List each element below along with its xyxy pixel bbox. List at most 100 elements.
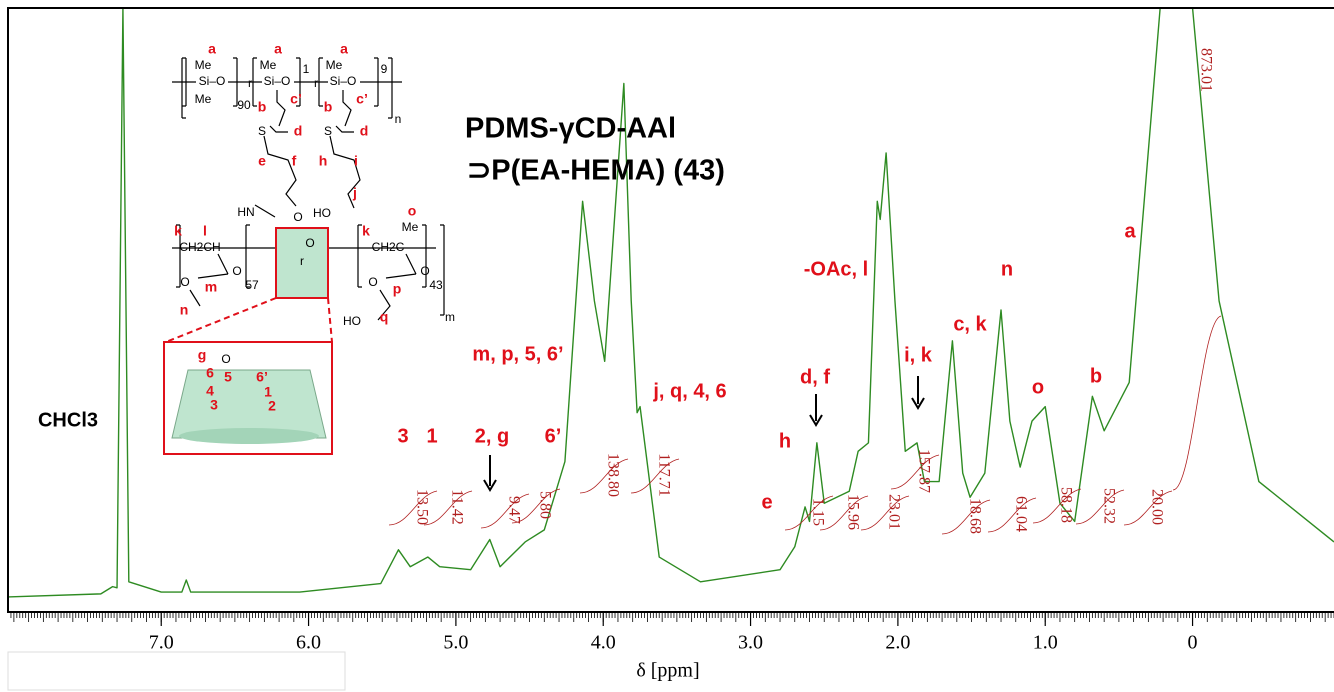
structure-label: S bbox=[324, 124, 332, 138]
x-tick-label: 6.0 bbox=[296, 632, 321, 654]
structure-label: d bbox=[294, 123, 303, 139]
integral-label: 11.42 bbox=[448, 489, 465, 524]
structure-label: O bbox=[221, 352, 230, 366]
structure-label: O bbox=[232, 264, 241, 278]
integral-curve bbox=[511, 488, 561, 524]
structure-skeleton bbox=[172, 57, 445, 321]
structure-label: 6 bbox=[206, 365, 214, 381]
integral-label: 15.96 bbox=[844, 494, 861, 530]
peak-label: -OAc, l bbox=[804, 258, 868, 280]
structure-label: Me bbox=[195, 92, 212, 106]
structure-label: 57 bbox=[245, 278, 259, 292]
structure-label: O bbox=[368, 275, 377, 289]
integral-curve bbox=[819, 495, 869, 531]
integral-curve bbox=[388, 490, 438, 526]
integral-curve bbox=[1032, 488, 1082, 524]
peak-label: 3 bbox=[397, 425, 408, 447]
title: PDMS-γCD-AAl bbox=[465, 113, 676, 145]
integral-label: 13.50 bbox=[413, 489, 430, 525]
structure-label: g bbox=[198, 347, 207, 363]
structure-label: S bbox=[258, 124, 266, 138]
structure-label: r bbox=[248, 76, 252, 90]
structure-label: CH2C bbox=[372, 240, 405, 254]
structure-label: e bbox=[258, 153, 266, 169]
structure-label: 6’ bbox=[256, 369, 268, 385]
structure-label: p bbox=[393, 281, 402, 297]
structure-label: Si–O bbox=[330, 74, 357, 88]
peak-label: m, p, 5, 6’ bbox=[472, 343, 563, 365]
peak-label: 6’ bbox=[545, 425, 562, 447]
x-tick-label: 7.0 bbox=[149, 632, 174, 654]
x-tick-label: 5.0 bbox=[443, 632, 468, 654]
structure-label: 43 bbox=[429, 278, 443, 292]
subtitle: ⊃P(EA-HEMA) (43) bbox=[467, 155, 725, 187]
integral-label: 157.87 bbox=[915, 449, 932, 493]
integral-label: 20.00 bbox=[1148, 489, 1165, 525]
plot-area bbox=[8, 8, 1334, 598]
structure-label: 1 bbox=[264, 384, 272, 400]
integral-label: 5.80 bbox=[536, 491, 553, 519]
structure-label: j bbox=[352, 185, 357, 201]
integral-curve bbox=[1075, 489, 1125, 525]
structure-label: 5 bbox=[224, 369, 232, 385]
peak-label: 1 bbox=[426, 425, 437, 447]
structure-label: a bbox=[340, 41, 348, 57]
structure-label: HN bbox=[237, 205, 254, 219]
peak-label: c, k bbox=[953, 313, 987, 335]
structure-label: b bbox=[324, 99, 333, 115]
structure-label: 2 bbox=[268, 398, 276, 414]
integral-curve bbox=[630, 458, 680, 494]
structure-label: O bbox=[305, 236, 314, 250]
structure-label: 9 bbox=[381, 62, 388, 76]
structure-label: c’ bbox=[290, 91, 302, 107]
structure-label: m bbox=[445, 310, 455, 324]
integral-curve bbox=[1172, 315, 1222, 491]
integral-curve bbox=[784, 495, 834, 531]
integral-label: 873.01 bbox=[1197, 48, 1214, 92]
structure-label: O bbox=[293, 210, 302, 224]
cd-ring bbox=[275, 227, 329, 299]
integral-curve bbox=[423, 490, 473, 526]
structure-label: 90 bbox=[237, 98, 251, 112]
integral-label: 23.01 bbox=[885, 494, 902, 530]
peak-label: d, f bbox=[800, 366, 830, 388]
structure-label: m bbox=[205, 279, 217, 295]
structure-label: k bbox=[174, 223, 182, 239]
structure-label: a bbox=[208, 41, 216, 57]
structure-label: Me bbox=[260, 58, 277, 72]
structure-label: d bbox=[360, 123, 369, 139]
x-tick-label: 0 bbox=[1188, 632, 1198, 654]
x-axis-label: δ [ppm] bbox=[636, 660, 699, 682]
structure-label: CH2CH bbox=[179, 240, 220, 254]
x-tick-label: 2.0 bbox=[885, 632, 910, 654]
peak-label: i, k bbox=[904, 344, 933, 366]
cd-cone bbox=[171, 369, 327, 439]
x-tick-label: 1.0 bbox=[1033, 632, 1058, 654]
structure-label: l bbox=[203, 223, 207, 239]
integral-label: 61.04 bbox=[1012, 496, 1029, 532]
peak-label: e bbox=[761, 491, 772, 513]
spectrum-line bbox=[8, 8, 1334, 598]
integral-label: 58.18 bbox=[1057, 487, 1074, 523]
frame bbox=[7, 7, 1334, 613]
structure-label: 4 bbox=[206, 383, 214, 399]
integral-curve bbox=[941, 499, 991, 535]
peak-label: b bbox=[1090, 365, 1102, 387]
integral-label: 1.15 bbox=[809, 498, 826, 526]
structure-label: i bbox=[354, 153, 358, 169]
structure-label: Si–O bbox=[264, 74, 291, 88]
solvent-label: CHCl3 bbox=[38, 409, 98, 431]
integral-curve bbox=[987, 497, 1037, 533]
integral-curve bbox=[480, 493, 530, 529]
peak-label: n bbox=[1001, 258, 1013, 280]
structure-label: h bbox=[319, 153, 328, 169]
integral-label: 52.32 bbox=[1100, 488, 1117, 524]
cd-cavity bbox=[179, 428, 319, 444]
structure-label: Me bbox=[326, 58, 343, 72]
peak-label: j, q, 4, 6 bbox=[652, 380, 726, 402]
structure-label: n bbox=[395, 112, 402, 126]
structure-label: b bbox=[258, 99, 267, 115]
structure-label: Me bbox=[402, 220, 419, 234]
structure-label: f bbox=[292, 153, 297, 169]
